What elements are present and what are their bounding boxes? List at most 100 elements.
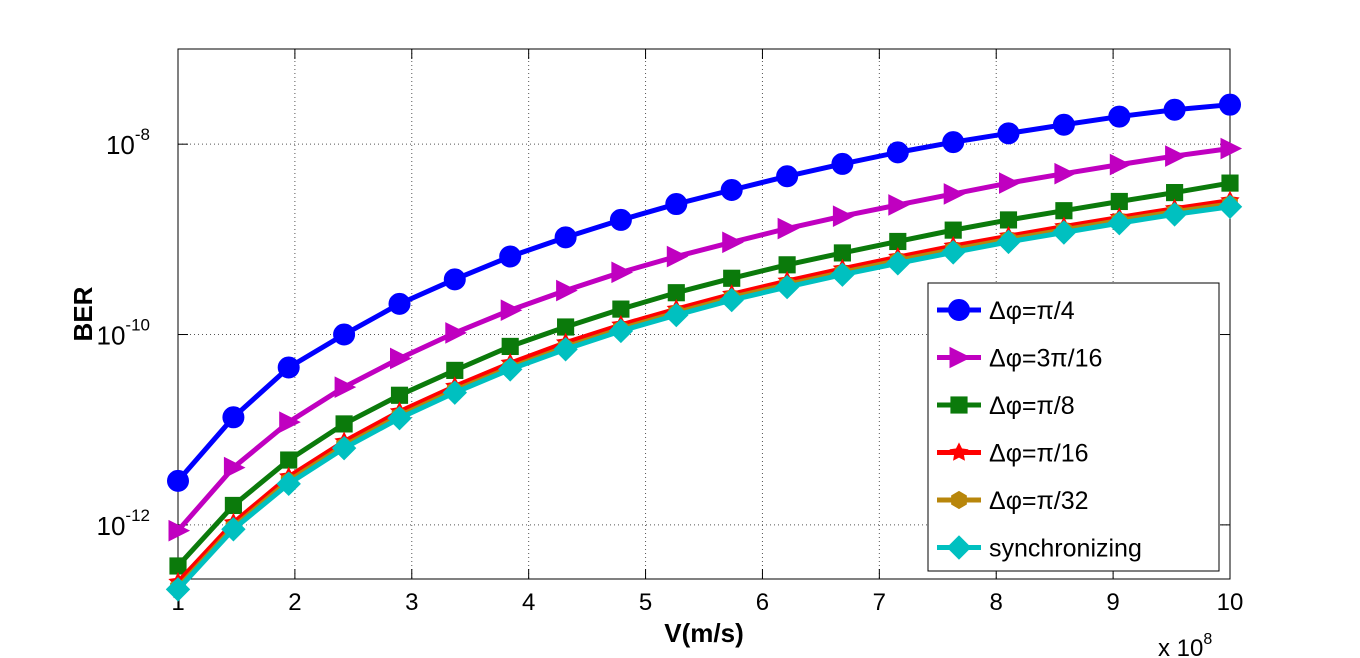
data-point [777, 217, 800, 240]
series-0 [167, 93, 1241, 492]
legend-box [927, 282, 1220, 572]
data-point [1163, 98, 1186, 121]
data-point [1166, 184, 1184, 202]
x-tick-label: 5 [639, 589, 652, 616]
legend-label: Δφ=π/16 [989, 440, 1089, 468]
legend-marker [949, 346, 972, 369]
plot-area-frame [177, 48, 1231, 580]
data-point [1220, 137, 1243, 160]
data-point [999, 211, 1018, 229]
series-line [176, 180, 1231, 568]
data-point [997, 122, 1020, 145]
data-point [776, 165, 799, 188]
data-point [1162, 202, 1187, 227]
data-point [722, 231, 744, 254]
data-point [830, 262, 855, 287]
data-point [778, 256, 796, 274]
data-point [442, 380, 467, 405]
data-point [277, 356, 300, 379]
data-point [554, 226, 577, 249]
legend-label: Δφ=3π/16 [989, 345, 1102, 373]
legend-label: Δφ=π/32 [989, 487, 1089, 515]
y-tick-label: 10-12 [97, 506, 151, 541]
data-point [885, 251, 911, 276]
legend-marker [950, 396, 968, 414]
y-tick-label: 10-8 [106, 125, 150, 160]
data-point [612, 300, 630, 318]
data-point [831, 152, 854, 175]
data-point [942, 131, 965, 154]
data-point [1165, 145, 1187, 167]
data-point [1217, 194, 1243, 219]
data-point [666, 245, 689, 268]
data-point [611, 261, 634, 284]
series-2 [169, 174, 1239, 575]
data-point [331, 435, 357, 461]
data-point [1051, 220, 1077, 245]
data-point [276, 471, 301, 497]
data-point [390, 347, 412, 370]
x-tick-label: 10 [1217, 589, 1244, 616]
data-point [443, 268, 466, 291]
series-5 [165, 194, 1243, 602]
data-point [1219, 93, 1241, 116]
x-tick-label: 9 [1106, 589, 1119, 616]
x-multiplier-exponent: 8 [1203, 631, 1212, 648]
data-point [223, 456, 246, 479]
data-point [279, 411, 301, 433]
series-line [176, 198, 1231, 584]
x-tick-label: 4 [522, 589, 535, 616]
series-1 [168, 137, 1243, 542]
series-layer [165, 93, 1243, 602]
data-point [1221, 174, 1239, 192]
x-axis-label: V(m/s) [664, 618, 743, 648]
data-point [167, 469, 189, 492]
data-point [774, 274, 800, 300]
data-point [390, 386, 409, 404]
data-point [499, 245, 522, 268]
data-point [832, 205, 855, 228]
y-tick-label: 10-10 [97, 316, 151, 351]
data-point [1055, 202, 1073, 220]
x-tick-label: 3 [405, 589, 418, 616]
data-point [501, 337, 519, 355]
data-point [723, 269, 741, 287]
data-point [1109, 153, 1132, 176]
data-point [280, 451, 298, 469]
data-point [222, 406, 245, 429]
data-point [1108, 105, 1131, 128]
data-point [944, 221, 962, 239]
data-point [667, 284, 685, 302]
data-point [445, 322, 467, 344]
data-point [446, 361, 464, 379]
y-axis-label: BER [68, 286, 98, 341]
data-point [940, 240, 966, 265]
legend-marker [946, 535, 972, 560]
data-point [664, 302, 689, 328]
data-point [224, 496, 242, 515]
x-tick-label: 8 [990, 589, 1003, 616]
data-point [998, 172, 1021, 194]
legend-label: Δφ=π/8 [989, 392, 1075, 420]
data-point [556, 279, 578, 302]
data-point [996, 229, 1021, 255]
data-point [609, 208, 632, 231]
x-axis-multiplier: x 108 [1158, 631, 1212, 658]
x-multiplier-base: x 10 [1158, 635, 1203, 658]
legend-marker [951, 490, 967, 510]
x-tick-label: 7 [873, 589, 886, 616]
data-point [387, 406, 412, 431]
data-point [221, 517, 246, 542]
data-point [1054, 162, 1077, 185]
data-point [833, 244, 851, 262]
legend-label: synchronizing [989, 535, 1142, 563]
data-point [665, 193, 688, 216]
legend-marker [948, 299, 970, 321]
data-point [497, 357, 523, 382]
data-point [553, 337, 578, 362]
legend-label: Δφ=π/4 [989, 297, 1075, 325]
data-point [720, 179, 743, 202]
data-point [1052, 113, 1075, 136]
data-point [943, 183, 966, 205]
data-point [1110, 192, 1128, 211]
